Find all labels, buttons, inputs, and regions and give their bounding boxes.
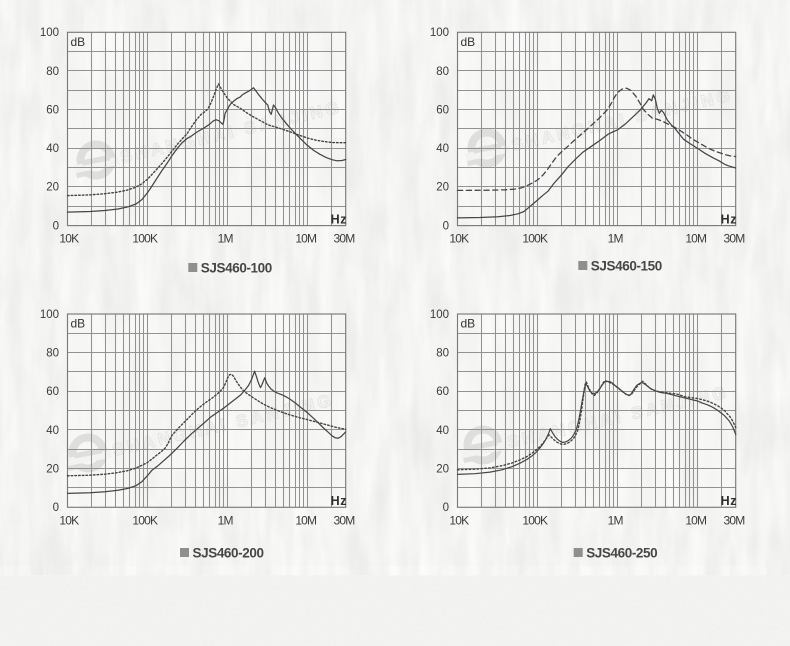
svg-text:40: 40 — [46, 425, 59, 437]
svg-text:Hz: Hz — [331, 494, 347, 508]
svg-text:20: 20 — [436, 463, 449, 475]
svg-text:1M: 1M — [218, 232, 234, 246]
svg-text:100: 100 — [430, 309, 449, 321]
svg-text:Hz: Hz — [721, 212, 737, 226]
svg-text:1M: 1M — [608, 232, 624, 246]
svg-text:0: 0 — [443, 502, 449, 514]
svg-text:80: 80 — [46, 66, 59, 78]
svg-text:dB: dB — [71, 317, 86, 331]
svg-text:30M: 30M — [724, 513, 746, 527]
svg-text:dB: dB — [461, 35, 476, 49]
svg-text:60: 60 — [436, 104, 449, 116]
svg-text:40: 40 — [46, 143, 59, 155]
svg-text:dB: dB — [71, 35, 86, 49]
svg-text:100: 100 — [430, 27, 449, 39]
svg-text:60: 60 — [46, 386, 59, 398]
svg-text:10K: 10K — [59, 232, 79, 246]
svg-text:10K: 10K — [449, 232, 469, 246]
svg-text:10K: 10K — [449, 513, 469, 527]
svg-text:100K: 100K — [522, 513, 548, 527]
svg-text:30M: 30M — [334, 513, 356, 527]
svg-text:SJS460-150: SJS460-150 — [591, 259, 662, 274]
svg-text:0: 0 — [53, 502, 59, 514]
svg-text:1M: 1M — [218, 513, 234, 527]
svg-text:10K: 10K — [59, 513, 79, 527]
svg-text:80: 80 — [436, 348, 449, 360]
svg-text:20: 20 — [436, 182, 449, 194]
svg-text:60: 60 — [436, 386, 449, 398]
svg-text:100: 100 — [40, 27, 59, 39]
svg-text:60: 60 — [46, 104, 59, 116]
svg-text:0: 0 — [443, 220, 449, 232]
svg-text:1M: 1M — [608, 513, 624, 527]
svg-text:30M: 30M — [334, 232, 356, 246]
svg-text:20: 20 — [46, 182, 59, 194]
svg-text:10M: 10M — [295, 232, 317, 246]
svg-text:10M: 10M — [295, 513, 317, 527]
svg-text:100: 100 — [40, 309, 59, 321]
svg-text:80: 80 — [46, 348, 59, 360]
svg-text:Hz: Hz — [721, 494, 737, 508]
svg-text:100K: 100K — [132, 232, 158, 246]
svg-text:Hz: Hz — [331, 212, 347, 226]
svg-text:20: 20 — [46, 463, 59, 475]
svg-text:40: 40 — [436, 425, 449, 437]
svg-text:10M: 10M — [685, 232, 707, 246]
svg-text:30M: 30M — [724, 232, 746, 246]
svg-text:10M: 10M — [685, 513, 707, 527]
svg-text:40: 40 — [436, 143, 449, 155]
svg-text:SJS460-100: SJS460-100 — [201, 261, 272, 276]
svg-text:dB: dB — [461, 317, 476, 331]
svg-text:100K: 100K — [522, 232, 548, 246]
svg-text:SJS460-250: SJS460-250 — [586, 546, 657, 561]
svg-text:0: 0 — [53, 220, 59, 232]
svg-text:100K: 100K — [132, 513, 158, 527]
svg-text:80: 80 — [436, 66, 449, 78]
svg-text:SJS460-200: SJS460-200 — [193, 546, 264, 561]
